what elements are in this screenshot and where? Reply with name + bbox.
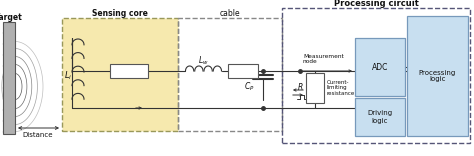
Text: Processing circuit: Processing circuit [334, 0, 419, 8]
Bar [228, 64, 258, 78]
Bar [3, 22, 15, 134]
Text: Current-
limiting
resistance: Current- limiting resistance [327, 80, 355, 96]
Text: Sensing core: Sensing core [92, 10, 148, 19]
Bar [355, 98, 405, 136]
Text: cable: cable [219, 10, 240, 19]
Text: $r_i$: $r_i$ [126, 65, 132, 77]
Text: R: R [298, 83, 303, 93]
Bar [407, 16, 468, 136]
Text: Measurement
node: Measurement node [303, 54, 344, 64]
Bar [178, 18, 282, 131]
Text: $L_i$: $L_i$ [64, 70, 72, 82]
Bar [355, 38, 405, 96]
Text: Distance: Distance [23, 132, 53, 138]
Text: Processing
logic: Processing logic [419, 70, 456, 83]
Bar [62, 18, 178, 131]
Text: $r_w$: $r_w$ [238, 65, 248, 77]
Text: ADC: ADC [372, 63, 388, 71]
Bar [110, 64, 148, 78]
Bar [282, 8, 470, 143]
Text: Target: Target [0, 12, 23, 22]
Text: Driving
logic: Driving logic [367, 110, 392, 124]
Text: $L_w$: $L_w$ [198, 55, 209, 67]
Bar [306, 73, 324, 103]
Text: $C_P$: $C_P$ [244, 80, 254, 93]
